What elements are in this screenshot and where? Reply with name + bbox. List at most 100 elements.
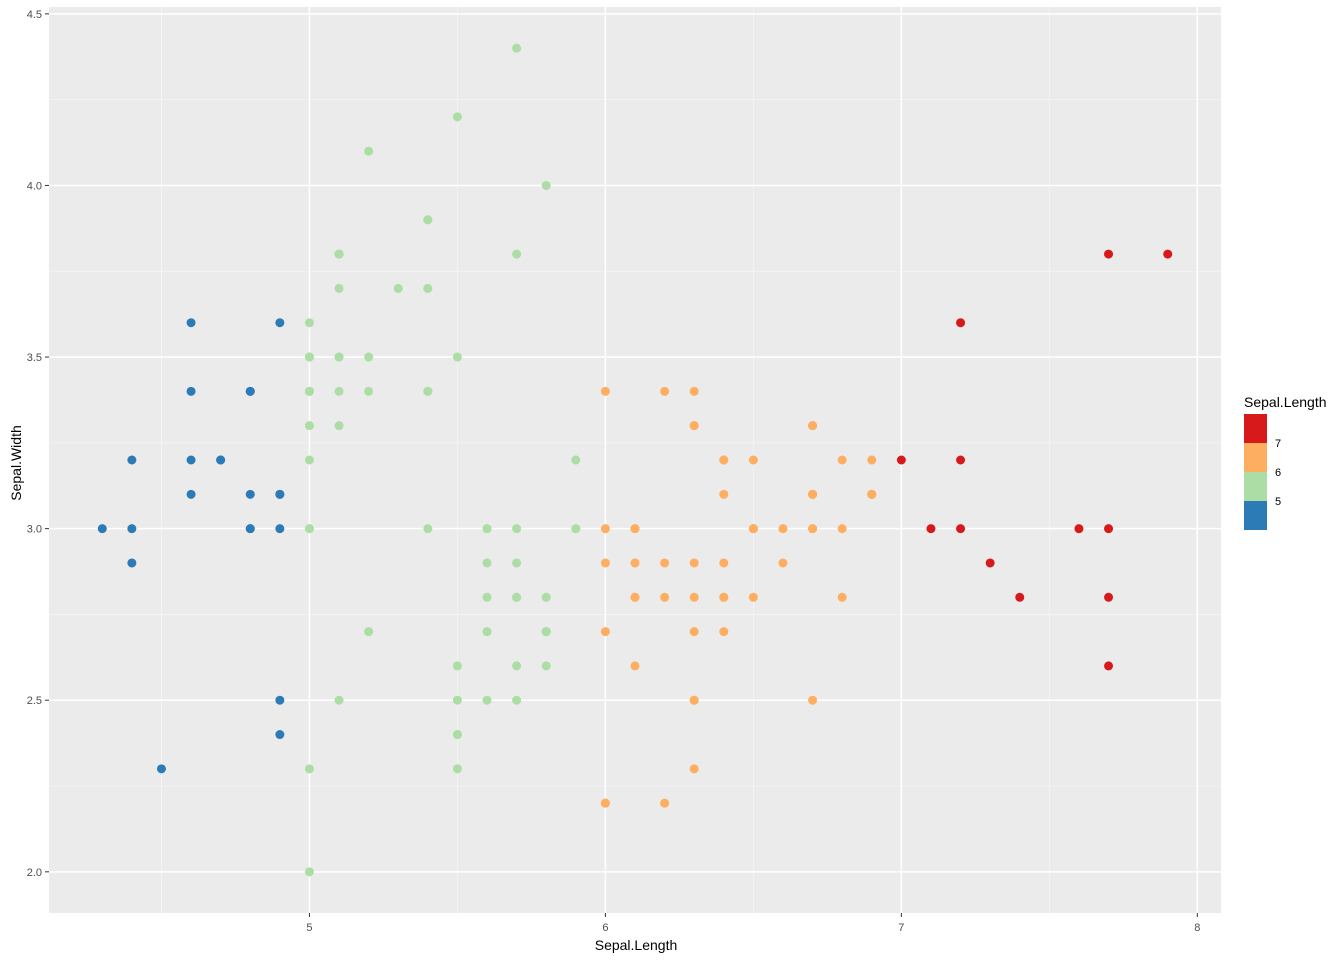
data-point [423,386,433,396]
legend-label: 5 [1275,496,1281,508]
data-point [689,592,699,602]
data-point [837,455,847,465]
data-point [837,592,847,602]
x-tick-label: 6 [602,922,608,934]
data-point [837,524,847,534]
data-point [660,592,670,602]
data-point [600,627,610,637]
data-point [896,455,906,465]
data-point [334,695,344,705]
data-point [956,455,966,465]
x-axis-ticks: 5 6 7 8 [306,913,1200,934]
legend-color-key [1244,443,1267,472]
data-point [541,661,551,671]
data-point [748,455,758,465]
data-point [926,524,936,534]
data-point [719,489,729,499]
data-point [512,695,522,705]
data-point [541,180,551,190]
data-point [423,283,433,293]
data-point [1074,524,1084,534]
data-point [364,146,374,156]
data-point [127,455,137,465]
y-tick-label: 2.5 [27,695,42,707]
data-point [748,592,758,602]
data-point [304,764,314,774]
data-point [512,43,522,53]
data-point [600,798,610,808]
data-point [956,524,966,534]
data-point [275,524,285,534]
data-point [275,318,285,328]
data-point [778,558,788,568]
data-point [1104,524,1114,534]
data-point [808,421,818,431]
data-point [571,524,581,534]
data-point [867,455,877,465]
data-point [1104,661,1114,671]
data-point [304,421,314,431]
data-point [630,558,640,568]
data-point [719,627,729,637]
data-point [275,695,285,705]
data-point [97,524,107,534]
data-point [423,524,433,534]
data-point [482,524,492,534]
data-point [482,558,492,568]
legend-label: 7 [1275,438,1281,450]
data-point [1104,592,1114,602]
data-point [334,283,344,293]
data-point [630,524,640,534]
data-point [452,112,462,122]
data-point [748,524,758,534]
data-point [304,455,314,465]
data-point [127,558,137,568]
data-point [689,421,699,431]
data-point [156,764,166,774]
y-tick-label: 4.0 [27,180,42,192]
data-point [482,592,492,602]
data-point [186,455,196,465]
data-point [334,352,344,362]
x-axis-title: Sepal.Length [595,937,678,953]
data-point [304,524,314,534]
data-point [689,764,699,774]
data-point [452,695,462,705]
data-point [630,592,640,602]
data-point [304,352,314,362]
data-point [660,798,670,808]
data-point [571,455,581,465]
data-point [600,558,610,568]
legend-color-key [1244,501,1267,530]
data-point [334,421,344,431]
y-tick-label: 4.5 [27,9,42,21]
y-axis-ticks: 2.0 2.5 3.0 3.5 4.0 4.5 [27,9,49,879]
data-point [660,386,670,396]
data-point [452,730,462,740]
data-point [364,352,374,362]
data-point [956,318,966,328]
data-point [689,695,699,705]
x-tick-label: 5 [306,922,312,934]
legend-label: 6 [1275,467,1281,479]
data-point [304,386,314,396]
data-point [689,386,699,396]
data-point [127,524,137,534]
data-point [1104,249,1114,259]
data-point [423,215,433,225]
x-tick-label: 8 [1194,922,1200,934]
data-points [97,43,1173,877]
data-point [719,592,729,602]
legend: Sepal.Length 7 6 5 [1244,394,1327,530]
data-point [245,489,255,499]
data-point [452,764,462,774]
data-point [808,695,818,705]
y-tick-label: 3.5 [27,352,42,364]
data-point [452,352,462,362]
data-point [393,283,403,293]
data-point [512,661,522,671]
data-point [482,627,492,637]
data-point [245,524,255,534]
data-point [482,695,492,705]
data-point [1163,249,1173,259]
